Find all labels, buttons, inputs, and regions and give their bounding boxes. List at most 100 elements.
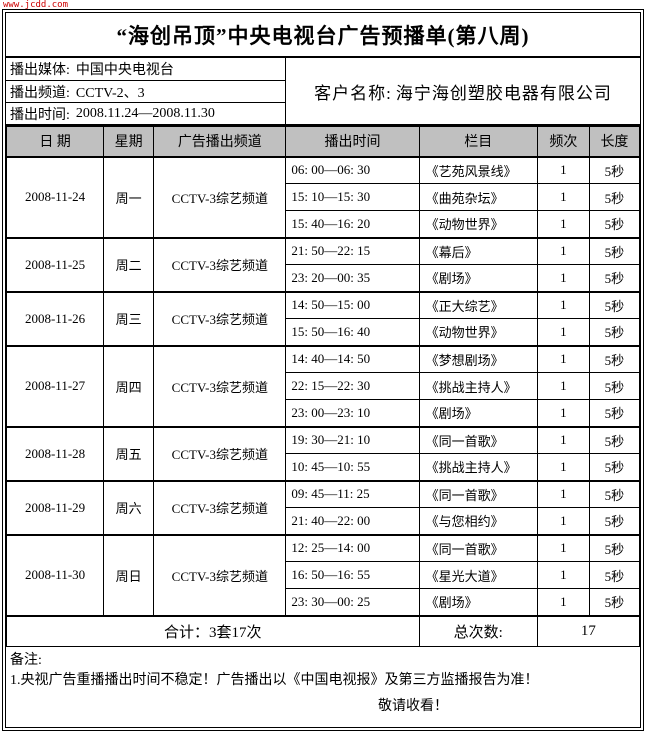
time-cell: 21: 40—22: 00 xyxy=(285,507,420,535)
date-cell: 2008-11-28 xyxy=(5,425,105,481)
duration-cell: 5秒 xyxy=(588,372,641,400)
date-cell: 2008-11-26 xyxy=(5,290,105,346)
schedule-header-row: 日 期 星期 广告播出频道 播出时间 栏目 频次 长度 xyxy=(5,126,641,158)
frequency-cell: 1 xyxy=(536,155,590,184)
time-cell: 16: 50—16: 55 xyxy=(285,561,420,589)
col-header-program: 栏目 xyxy=(418,126,538,158)
program-cell: 《与您相约》 xyxy=(418,507,538,535)
channel-value: CCTV-2、3 xyxy=(75,85,145,101)
remarks-line-1: 1.央视广告重播播出时间不稳定！广告播出以《中国电视报》及第三方监播报告为准！ xyxy=(10,673,539,688)
summary-total: 合计：3套17次 xyxy=(6,614,420,647)
summary-row: 合计：3套17次 总次数: 17 xyxy=(6,614,641,647)
col-header-weekday: 星期 xyxy=(103,126,155,158)
info-left-column: 播出媒体: 中国中央电视台 播出频道: CCTV-2、3 播出时间: 2008.… xyxy=(6,58,286,124)
time-cell: 22: 15—22: 30 xyxy=(285,372,420,400)
duration-cell: 5秒 xyxy=(588,344,641,373)
frequency-cell: 1 xyxy=(536,399,590,427)
client-value: 海宁海创塑胶电器有限公司 xyxy=(395,83,612,103)
frequency-cell: 1 xyxy=(536,372,590,400)
frequency-cell: 1 xyxy=(536,425,590,454)
page-title: “海创吊顶”中央电视台广告预播单(第八周) xyxy=(6,13,640,58)
program-cell: 《梦想剧场》 xyxy=(418,344,538,373)
program-cell: 《剧场》 xyxy=(418,264,538,292)
program-cell: 《同一首歌》 xyxy=(418,425,538,454)
channel-cell: CCTV-3综艺频道 xyxy=(153,344,287,427)
time-cell: 09: 45—11: 25 xyxy=(285,479,420,508)
duration-cell: 5秒 xyxy=(588,561,641,589)
media-value: 中国中央电视台 xyxy=(75,63,174,78)
col-header-duration: 长度 xyxy=(588,126,641,158)
schedule-row: 2008-11-24 周一 CCTV-3综艺频道 06: 00—06: 30 《艺苑风景… xyxy=(5,155,641,238)
frequency-cell: 1 xyxy=(536,236,590,265)
duration-cell: 5秒 xyxy=(588,183,641,211)
remarks-section: 备注: 1.央视广告重播播出时间不稳定！广告播出以《中国电视报》及第三方监播报告… xyxy=(6,647,640,727)
frequency-cell: 1 xyxy=(536,507,590,535)
site-watermark: www.jcdd.com xyxy=(3,0,69,10)
frequency-cell: 1 xyxy=(536,210,590,238)
time-cell: 15: 40—16: 20 xyxy=(285,210,420,238)
summary-count-value: 17 xyxy=(536,614,641,647)
channel-cell: CCTV-3综艺频道 xyxy=(153,533,287,616)
schedule-row: 15: 40—16: 20 《动物世界》 1 5秒 xyxy=(7,210,641,238)
program-cell: 《曲苑杂坛》 xyxy=(418,183,538,211)
channel-label: 播出频道: xyxy=(10,85,70,101)
remarks-line-2: 敬请收看！ xyxy=(378,699,448,714)
weekday-cell: 周日 xyxy=(103,533,155,616)
program-cell: 《星光大道》 xyxy=(418,561,538,589)
schedule-body: 2008-11-24 周一 CCTV-3综艺频道 06: 00—06: 30 《艺苑风景… xyxy=(5,155,641,616)
duration-cell: 5秒 xyxy=(588,425,641,454)
frequency-cell: 1 xyxy=(536,588,590,616)
time-cell: 06: 00—06: 30 xyxy=(285,155,420,184)
channel-cell: CCTV-3综艺频道 xyxy=(153,479,287,535)
schedule-row: 23: 20—00: 35 《剧场》 1 5秒 xyxy=(7,264,641,292)
time-cell: 10: 45—10: 55 xyxy=(285,453,420,481)
date-cell: 2008-11-30 xyxy=(5,533,105,616)
frequency-cell: 1 xyxy=(536,183,590,211)
weekday-cell: 周三 xyxy=(103,290,155,346)
media-label: 播出媒体: xyxy=(10,63,70,78)
col-header-date: 日 期 xyxy=(5,126,105,158)
date-cell: 2008-11-27 xyxy=(5,344,105,427)
schedule-row: 2008-11-29 周六 CCTV-3综艺频道 09: 45—11: 25 《同一首歌… xyxy=(5,479,641,535)
program-cell: 《艺苑风景线》 xyxy=(418,155,538,184)
schedule-row: 2008-11-30 周日 CCTV-3综艺频道 12: 25—14: 00 《同一首歌… xyxy=(5,533,641,616)
frequency-cell: 1 xyxy=(536,344,590,373)
client-label: 客户名称: xyxy=(314,83,392,103)
col-header-time: 播出时间 xyxy=(285,126,420,158)
schedule-row: 10: 45—10: 55 《挑战主持人》 1 5秒 xyxy=(7,453,641,481)
channel-cell: CCTV-3综艺频道 xyxy=(153,236,287,292)
schedule-table: 日 期 星期 广告播出频道 播出时间 栏目 频次 长度 2008-11-24 周一… xyxy=(5,126,641,647)
program-cell: 《挑战主持人》 xyxy=(418,372,538,400)
weekday-cell: 周一 xyxy=(103,155,155,238)
frequency-cell: 1 xyxy=(536,453,590,481)
weekday-cell: 周六 xyxy=(103,479,155,535)
time-cell: 14: 50—15: 00 xyxy=(285,290,420,319)
schedule-row: 2008-11-26 周三 CCTV-3综艺频道 14: 50—15: 00 《正大综艺… xyxy=(5,290,641,346)
program-cell: 《同一首歌》 xyxy=(418,533,538,562)
col-header-channel: 广告播出频道 xyxy=(153,126,287,158)
program-cell: 《挑战主持人》 xyxy=(418,453,538,481)
schedule-row: 21: 40—22: 00 《与您相约》 1 5秒 xyxy=(7,507,641,535)
info-row-time: 播出时间: 2008.11.24—2008.11.30 xyxy=(6,102,285,124)
frequency-cell: 1 xyxy=(536,561,590,589)
time-cell: 12: 25—14: 00 xyxy=(285,533,420,562)
duration-cell: 5秒 xyxy=(588,210,641,238)
date-cell: 2008-11-24 xyxy=(5,155,105,238)
duration-cell: 5秒 xyxy=(588,155,641,184)
col-header-frequency: 频次 xyxy=(536,126,590,158)
channel-cell: CCTV-3综艺频道 xyxy=(153,425,287,481)
date-cell: 2008-11-29 xyxy=(5,479,105,535)
frequency-cell: 1 xyxy=(536,318,590,346)
time-label: 播出时间: xyxy=(10,107,70,123)
program-cell: 《正大综艺》 xyxy=(418,290,538,319)
frequency-cell: 1 xyxy=(536,264,590,292)
schedule-row: 23: 00—23: 10 《剧场》 1 5秒 xyxy=(7,399,641,427)
frequency-cell: 1 xyxy=(536,533,590,562)
frequency-cell: 1 xyxy=(536,479,590,508)
duration-cell: 5秒 xyxy=(588,264,641,292)
duration-cell: 5秒 xyxy=(588,507,641,535)
schedule-row: 2008-11-25 周二 CCTV-3综艺频道 21: 50—22: 15 《幕后》 1… xyxy=(5,236,641,292)
program-cell: 《剧场》 xyxy=(418,399,538,427)
time-cell: 23: 30—00: 25 xyxy=(285,588,420,616)
client-name-cell: 客户名称: 海宁海创塑胶电器有限公司 xyxy=(286,58,640,124)
